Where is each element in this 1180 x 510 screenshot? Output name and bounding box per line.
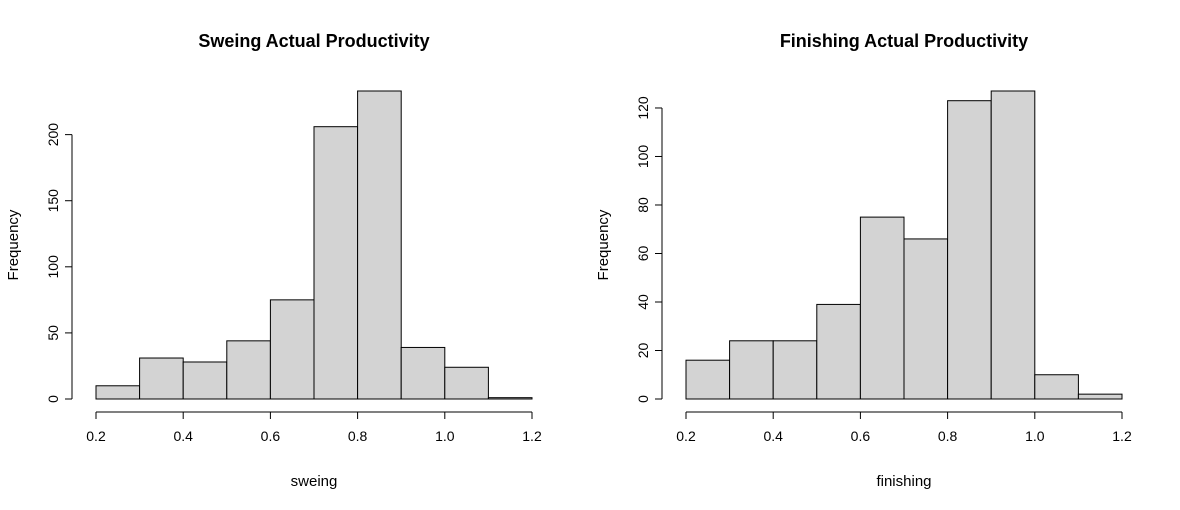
x-tick-label: 0.2	[86, 428, 106, 444]
y-tick-label: 0	[635, 395, 651, 403]
x-tick-label: 1.2	[522, 428, 542, 444]
x-axis-label-sweing: sweing	[291, 473, 338, 490]
histogram-bar	[816, 303, 861, 400]
bars-finishing	[685, 90, 1123, 400]
histogram-bar	[772, 340, 818, 400]
histogram-bar	[139, 357, 184, 400]
x-tick-label: 1.0	[1025, 428, 1045, 444]
y-tick-label: 200	[45, 123, 61, 147]
y-axis-sweing: 0 50 100 150 200	[45, 123, 73, 403]
histogram-finishing: Finishing Actual Productivity finishing …	[595, 31, 1132, 490]
histogram-bar	[947, 100, 992, 400]
histogram-bar	[357, 90, 402, 400]
x-axis-sweing: 0.2 0.4 0.6 0.8 1.0 1.2	[86, 411, 542, 444]
y-tick-label: 20	[635, 342, 651, 358]
y-tick-label: 50	[45, 325, 61, 341]
histogram-bar	[1077, 393, 1123, 400]
y-tick-label: 100	[635, 145, 651, 169]
histogram-bar	[859, 216, 905, 400]
y-axis-label-sweing: Frequency	[5, 209, 22, 280]
histogram-bar	[729, 340, 774, 400]
x-tick-label: 1.0	[435, 428, 455, 444]
x-tick-label: 0.6	[851, 428, 871, 444]
x-tick-label: 0.8	[348, 428, 368, 444]
histogram-bar	[313, 126, 359, 400]
x-axis-finishing: 0.2 0.4 0.6 0.8 1.0 1.2	[676, 411, 1132, 444]
histogram-bar	[226, 340, 271, 400]
x-tick-label: 0.2	[676, 428, 696, 444]
bars-sweing	[95, 90, 533, 400]
histogram-bar	[903, 238, 949, 400]
chart-title-sweing: Sweing Actual Productivity	[198, 31, 429, 51]
y-axis-finishing: 0 20 40 60 80 100 120	[635, 96, 663, 403]
y-tick-label: 80	[635, 197, 651, 213]
y-axis-label-finishing: Frequency	[595, 209, 612, 280]
y-tick-label: 60	[635, 245, 651, 261]
y-tick-label: 100	[45, 255, 61, 279]
histogram-bar	[444, 366, 489, 400]
x-tick-label: 0.4	[763, 428, 783, 444]
y-tick-label: 150	[45, 189, 61, 213]
x-tick-label: 1.2	[1112, 428, 1132, 444]
histogram-bar	[400, 346, 446, 400]
histogram-bar	[990, 90, 1036, 400]
histogram-bar	[487, 397, 533, 400]
histogram-bar	[685, 359, 731, 400]
chart-title-finishing: Finishing Actual Productivity	[780, 31, 1028, 51]
histogram-bar	[269, 299, 315, 400]
x-tick-label: 0.4	[173, 428, 193, 444]
x-axis-label-finishing: finishing	[876, 473, 931, 490]
histogram-bar	[182, 361, 228, 400]
y-tick-label: 40	[635, 294, 651, 310]
y-tick-label: 0	[45, 395, 61, 403]
histogram-bar	[1034, 374, 1079, 400]
x-tick-label: 0.8	[938, 428, 958, 444]
histogram-sweing: Sweing Actual Productivity sweing Freque…	[5, 31, 542, 490]
histogram-bar	[95, 385, 141, 400]
x-tick-label: 0.6	[261, 428, 281, 444]
y-tick-label: 120	[635, 96, 651, 120]
